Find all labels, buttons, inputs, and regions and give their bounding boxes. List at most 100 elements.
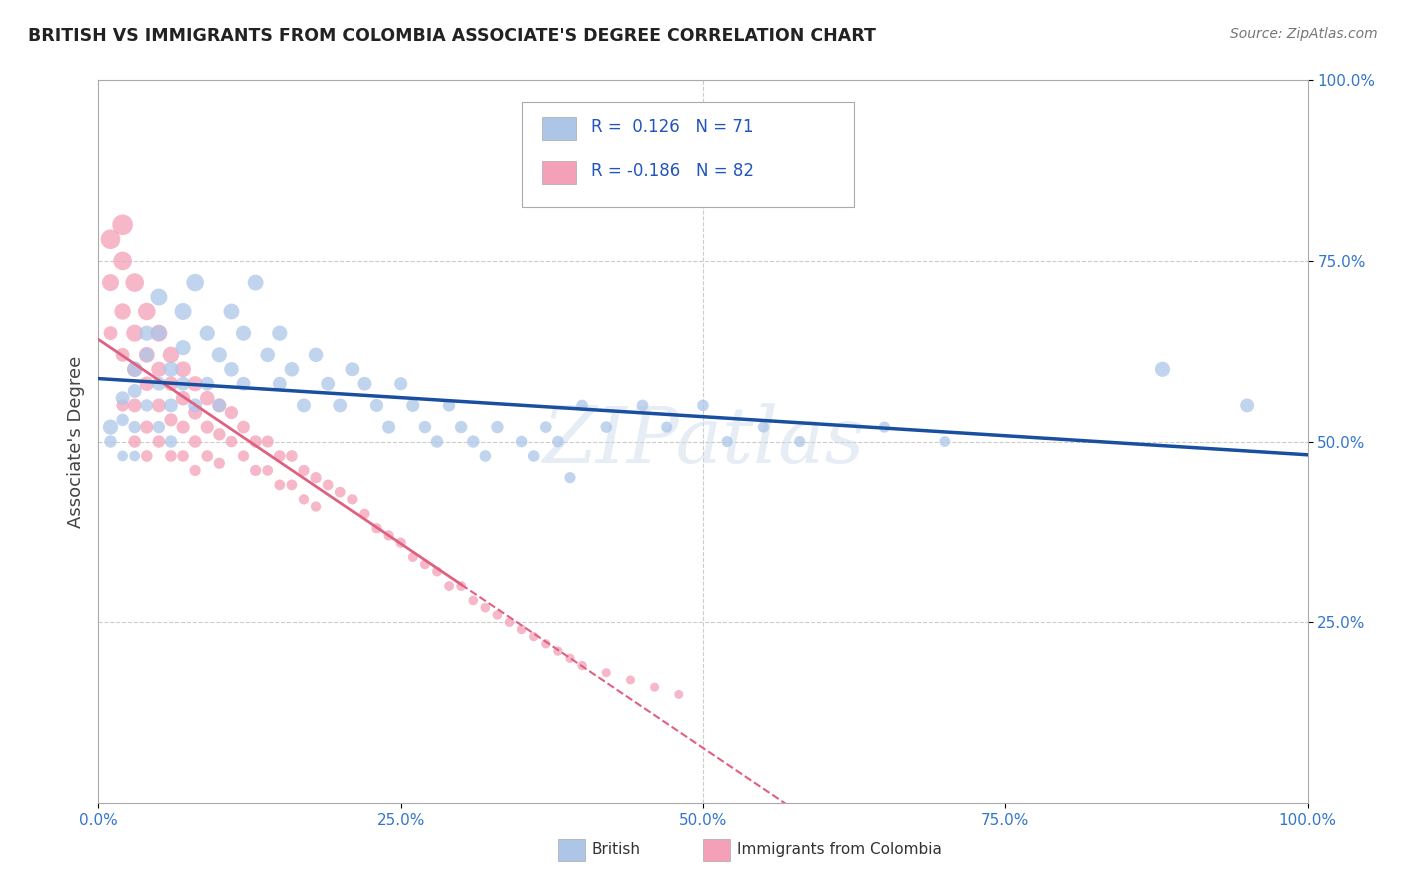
Point [232,376,254,391]
Point [402,398,425,412]
Point [172,341,194,355]
Point [547,434,569,449]
Point [353,376,375,391]
Point [184,434,207,449]
Point [124,326,146,340]
Point [474,449,496,463]
Point [377,528,399,542]
Point [558,470,581,484]
Point [148,376,170,391]
Point [232,420,254,434]
Point [195,376,218,391]
Point [172,376,194,391]
Text: R =  0.126   N = 71: R = 0.126 N = 71 [591,119,754,136]
Point [208,427,231,442]
Point [366,398,388,412]
Point [124,276,146,290]
Point [595,420,617,434]
Text: ZIPatlas: ZIPatlas [541,403,865,480]
Point [124,398,146,412]
Point [148,290,170,304]
Point [100,326,122,340]
Point [426,565,449,579]
Point [292,492,315,507]
Point [172,391,194,405]
Point [558,651,581,665]
Point [135,420,157,434]
Point [148,420,170,434]
Point [135,348,157,362]
Point [100,434,122,449]
Text: R = -0.186   N = 82: R = -0.186 N = 82 [591,161,754,179]
Point [100,232,122,246]
Point [450,579,472,593]
Point [329,485,352,500]
Point [305,470,328,484]
Point [655,420,678,434]
Text: Immigrants from Colombia: Immigrants from Colombia [737,842,942,857]
Point [111,391,134,405]
Point [692,398,714,412]
Point [305,348,328,362]
Point [135,348,157,362]
Point [389,535,412,549]
Point [221,304,243,318]
Point [486,420,509,434]
Point [523,630,546,644]
Point [195,391,218,405]
Point [100,276,122,290]
Point [160,413,183,427]
Point [789,434,811,449]
Point [450,420,472,434]
Point [160,398,183,412]
Point [100,420,122,434]
Point [474,600,496,615]
Point [269,449,291,463]
Point [221,434,243,449]
Point [256,434,278,449]
Point [353,507,375,521]
Point [292,463,315,477]
Point [245,463,267,477]
Point [256,348,278,362]
Point [135,398,157,412]
Point [619,673,641,687]
Point [232,326,254,340]
Point [135,449,157,463]
Point [172,449,194,463]
Bar [543,161,576,184]
Point [184,398,207,412]
Point [232,449,254,463]
Point [269,376,291,391]
Point [160,449,183,463]
Point [111,449,134,463]
Point [124,384,146,398]
Point [184,276,207,290]
Point [437,398,460,412]
Point [172,362,194,376]
Point [523,449,546,463]
Point [245,276,267,290]
Point [148,326,170,340]
Point [752,420,775,434]
Point [135,304,157,318]
Point [135,376,157,391]
Point [148,434,170,449]
Point [377,420,399,434]
Point [221,362,243,376]
Point [534,420,557,434]
Point [111,218,134,232]
Text: Source: ZipAtlas.com: Source: ZipAtlas.com [1230,27,1378,41]
Point [148,398,170,412]
Point [195,326,218,340]
Point [1152,362,1174,376]
Point [172,420,194,434]
Point [269,478,291,492]
Y-axis label: Associate's Degree: Associate's Degree [66,355,84,528]
Point [124,449,146,463]
Point [184,376,207,391]
Point [124,362,146,376]
Point [195,449,218,463]
Point [292,398,315,412]
Point [195,420,218,434]
